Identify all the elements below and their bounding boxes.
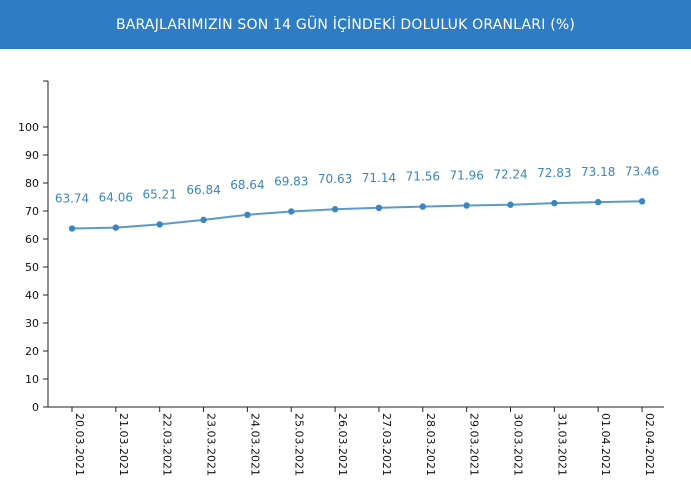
data-point <box>419 203 426 210</box>
data-point <box>156 221 163 228</box>
y-tick-label: 60 <box>25 233 39 246</box>
series-line <box>71 200 643 230</box>
data-label: 73.18 <box>581 165 615 179</box>
data-point <box>331 206 339 213</box>
data-point <box>551 199 558 207</box>
x-tick-label: 28.03.2021 <box>424 413 437 476</box>
data-label: 64.06 <box>99 191 133 205</box>
data-label: 68.64 <box>230 178 264 192</box>
data-label: 73.46 <box>625 164 659 178</box>
data-label: 72.24 <box>493 168 527 182</box>
x-tick-label: 21.03.2021 <box>117 413 130 476</box>
data-point <box>463 202 470 209</box>
y-tick-label: 10 <box>25 373 39 386</box>
y-tick-label: 70 <box>25 205 39 218</box>
x-tick-label: 02.04.2021 <box>643 413 656 476</box>
y-tick-label: 80 <box>25 177 39 190</box>
x-tick-label: 30.03.2021 <box>512 413 525 476</box>
x-tick-label: 25.03.2021 <box>292 413 305 476</box>
data-label: 71.96 <box>449 169 483 183</box>
data-label: 71.14 <box>362 171 396 185</box>
x-tick-label: 31.03.2021 <box>555 413 568 476</box>
y-tick-label: 0 <box>32 401 39 414</box>
chart-area: 0 10 20 30 40 50 60 70 80 90 100 20.03.2021 21.03.20… <box>0 49 691 502</box>
data-label: 66.84 <box>186 183 220 197</box>
data-point <box>68 225 76 232</box>
data-label: 72.83 <box>537 166 571 180</box>
y-tick-label: 100 <box>18 121 39 134</box>
y-tick-label: 30 <box>25 317 39 330</box>
chart-title: BARAJLARIMIZIN SON 14 GÜN İÇİNDEKİ DOLUL… <box>115 16 576 33</box>
data-label: 65.21 <box>143 187 177 201</box>
y-tick-label: 40 <box>25 289 39 302</box>
x-tick-label: 20.03.2021 <box>73 413 86 476</box>
data-label: 63.74 <box>55 192 89 206</box>
x-tick-label: 01.04.2021 <box>599 413 612 476</box>
data-point <box>375 204 383 212</box>
y-tick-label: 50 <box>25 261 39 274</box>
data-point <box>244 211 251 219</box>
x-tick-label: 26.03.2021 <box>336 413 349 476</box>
x-tick-label: 27.03.2021 <box>380 413 393 476</box>
data-point <box>638 198 646 205</box>
data-label: 71.56 <box>406 170 440 184</box>
line-chart: 0 10 20 30 40 50 60 70 80 90 100 20.03.2021 21.03.20… <box>18 80 665 476</box>
y-tick-label: 20 <box>25 345 39 358</box>
y-tick-label: 90 <box>25 149 39 162</box>
data-label: 69.83 <box>274 174 308 188</box>
x-tick-label: 24.03.2021 <box>248 413 261 476</box>
data-point <box>112 224 120 231</box>
data-point <box>288 208 295 215</box>
data-label: 70.63 <box>318 172 352 186</box>
data-point <box>595 198 602 206</box>
data-point <box>200 216 207 224</box>
data-point <box>507 201 514 208</box>
x-tick-label: 23.03.2021 <box>205 413 218 476</box>
x-tick-label: 29.03.2021 <box>468 413 481 476</box>
x-tick-label: 22.03.2021 <box>161 413 174 476</box>
chart-header: BARAJLARIMIZIN SON 14 GÜN İÇİNDEKİ DOLUL… <box>0 0 691 49</box>
